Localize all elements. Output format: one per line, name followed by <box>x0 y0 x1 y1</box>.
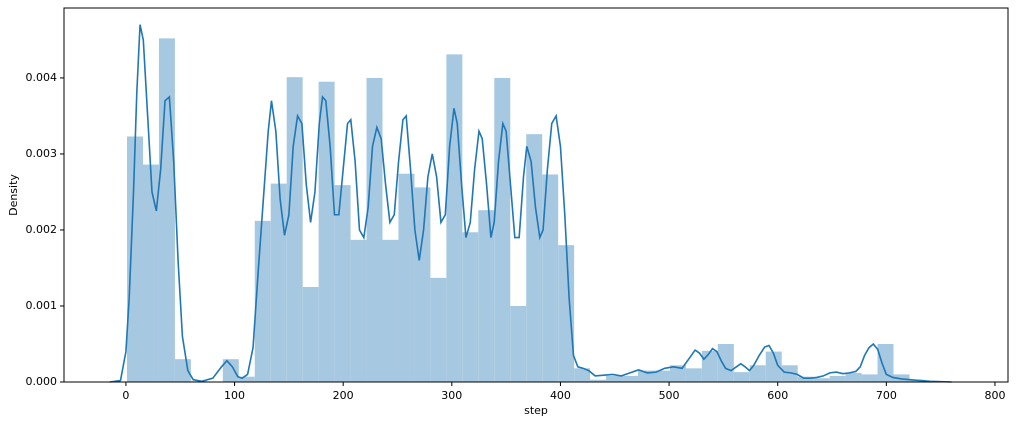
bar <box>574 368 591 382</box>
bar <box>270 183 287 382</box>
bar <box>158 38 175 383</box>
bar <box>638 370 654 382</box>
y-tick-label: 0.002 <box>26 223 58 236</box>
bar <box>446 54 463 382</box>
bar <box>238 376 255 382</box>
bar <box>717 343 734 382</box>
x-tick-label: 500 <box>659 389 680 402</box>
bar <box>813 378 830 382</box>
x-tick-label: 600 <box>767 389 788 402</box>
x-tick-label: 100 <box>224 389 245 402</box>
bar <box>366 77 383 382</box>
bar <box>590 379 607 382</box>
bar <box>733 372 750 382</box>
x-axis-label: step <box>524 404 548 417</box>
bar <box>701 350 718 382</box>
bar <box>622 375 639 382</box>
bar <box>302 286 319 382</box>
bar <box>781 365 798 382</box>
bar <box>669 365 686 382</box>
x-tick-label: 300 <box>441 389 462 402</box>
bar <box>845 372 862 382</box>
bar <box>877 343 894 382</box>
bar <box>127 136 143 382</box>
bar <box>462 232 479 382</box>
bar <box>286 77 303 382</box>
bar <box>478 210 495 382</box>
y-tick-label: 0.004 <box>26 71 58 84</box>
bar <box>510 305 527 382</box>
x-tick-label: 800 <box>984 389 1005 402</box>
y-tick-label: 0.003 <box>26 147 58 160</box>
y-tick-label: 0.000 <box>26 375 58 388</box>
bar <box>142 164 159 382</box>
bar <box>254 220 271 382</box>
bar <box>318 81 335 382</box>
bar <box>350 239 367 382</box>
bar <box>398 173 415 382</box>
bar <box>414 187 431 382</box>
x-tick-label: 200 <box>333 389 354 402</box>
bar <box>653 370 670 382</box>
bar <box>829 375 846 382</box>
bar <box>558 245 575 382</box>
kde-line <box>109 24 952 383</box>
bar <box>797 376 814 382</box>
bar <box>861 374 878 382</box>
bar <box>430 277 447 382</box>
y-tick-label: 0.001 <box>26 299 58 312</box>
bar <box>765 351 782 382</box>
bar <box>494 77 511 382</box>
bar <box>749 365 766 382</box>
y-axis-label: Density <box>7 174 20 216</box>
bar <box>606 375 623 382</box>
bar <box>222 359 239 382</box>
x-tick-label: 400 <box>550 389 571 402</box>
plot-frame <box>63 7 1009 383</box>
bar <box>685 368 702 382</box>
bar <box>542 174 559 382</box>
bar <box>334 185 351 382</box>
bar <box>526 134 543 382</box>
x-tick-label: 0 <box>122 389 129 402</box>
bar <box>382 239 399 382</box>
x-tick-label: 700 <box>876 389 897 402</box>
